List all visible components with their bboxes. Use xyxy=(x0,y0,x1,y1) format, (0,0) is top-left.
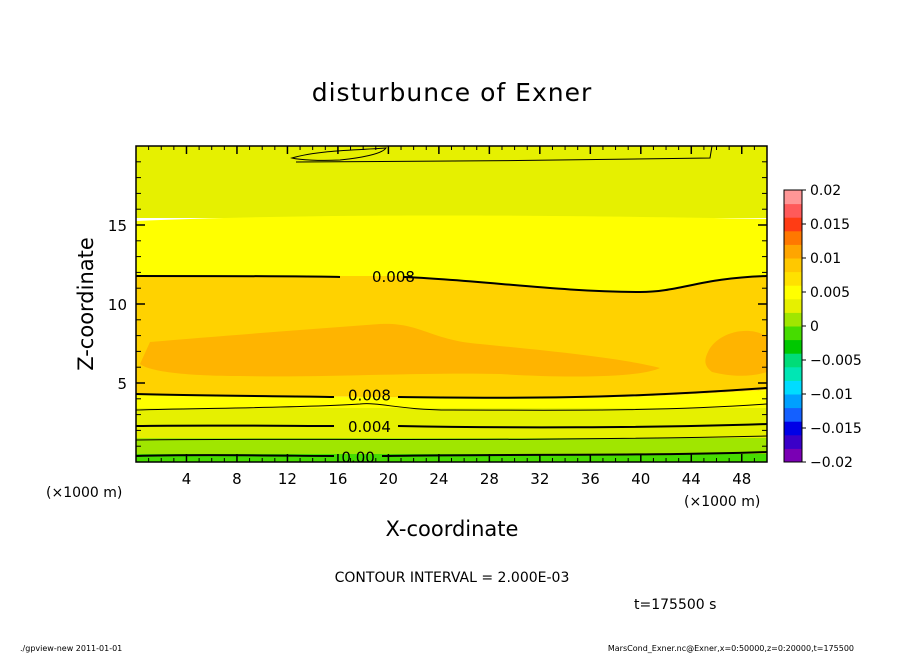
contour-line-0.002 xyxy=(135,435,768,441)
colorbar-swatch xyxy=(784,298,802,313)
top-feature xyxy=(290,147,387,161)
contour-labels: 0.008 0.008 0.004 0.00 xyxy=(341,268,415,466)
colorbar-tick-label: −0.005 xyxy=(810,353,862,369)
band-lower-lightgreen xyxy=(136,408,767,438)
colorbar-swatch xyxy=(784,258,802,273)
colorbar-swatch xyxy=(784,434,802,449)
colorbar-tick-label: 0.015 xyxy=(810,217,850,233)
x-tick-label: 12 xyxy=(278,470,297,488)
y-tick-label: 5 xyxy=(117,375,127,393)
contour-line-0.004 xyxy=(135,423,768,429)
colorbar-swatch xyxy=(784,203,802,218)
colorbar-tick-label: −0.01 xyxy=(810,387,853,403)
band-orange-core xyxy=(140,323,660,377)
colorbar-swatch xyxy=(784,271,802,286)
contour-label: 0.004 xyxy=(348,418,391,436)
y-tick-label: 10 xyxy=(108,296,127,314)
colorbar-swatch xyxy=(784,448,802,463)
colorbar-swatch xyxy=(784,285,802,300)
colorbar-swatch xyxy=(784,244,802,259)
x-axis-title: X-coordinate xyxy=(386,517,519,541)
x-unit-left: (×1000 m) xyxy=(46,485,122,501)
colorbar-tick-label: −0.015 xyxy=(810,421,862,437)
contour-line-0.006 xyxy=(135,403,768,411)
colorbar-swatch xyxy=(784,312,802,327)
band-lower-yellow xyxy=(136,390,767,410)
colorbar-swatch xyxy=(784,353,802,368)
top-band-edge xyxy=(295,145,713,163)
colorbar: 0.02 0.015 0.01 0.005 0 −0.005 −0.01 −0.015 −0.0… xyxy=(783,183,862,471)
colorbar-tick-label: 0.02 xyxy=(810,183,841,199)
colorbar-swatch xyxy=(784,339,802,354)
plot-area xyxy=(135,145,768,463)
colorbar-swatch xyxy=(784,190,802,205)
contour-label: 0.00 xyxy=(341,448,374,466)
contour-label: 0.008 xyxy=(372,268,415,286)
x-tick-label: 28 xyxy=(480,470,499,488)
x-tick-label: 40 xyxy=(631,470,650,488)
footer-left: ./gpview-new 2011-01-01 xyxy=(20,644,122,653)
contour-label: 0.008 xyxy=(348,387,391,405)
x-axis: 4 8 12 16 20 24 28 32 36 40 44 48 xyxy=(148,146,755,488)
y-axis-title: Z-coordinate xyxy=(74,237,98,371)
colorbar-swatch xyxy=(784,380,802,395)
colorbar-swatch xyxy=(784,394,802,409)
colorbar-tick-label: 0.005 xyxy=(810,285,850,301)
colorbar-swatch xyxy=(784,366,802,381)
colorbar-tick-label: −0.02 xyxy=(810,455,853,471)
colorbar-swatch xyxy=(784,421,802,436)
y-tick-label: 15 xyxy=(108,217,127,235)
x-tick-label: 20 xyxy=(379,470,398,488)
x-tick-label: 36 xyxy=(581,470,600,488)
x-tick-label: 32 xyxy=(530,470,549,488)
x-tick-label: 4 xyxy=(182,470,192,488)
chart-title: disturbunce of Exner xyxy=(312,78,593,107)
contour-line-0.008-lower xyxy=(135,387,768,399)
colorbar-tick-label: 0 xyxy=(810,319,819,335)
band-lower-green xyxy=(136,438,767,454)
contour-line-0.000 xyxy=(135,451,768,457)
x-tick-label: 44 xyxy=(682,470,701,488)
x-tick-label: 48 xyxy=(732,470,751,488)
footer-right: MarsCond_Exner.nc@Exner,x=0:50000,z=0:20… xyxy=(608,644,854,653)
x-tick-label: 16 xyxy=(328,470,347,488)
band-upper-yellow xyxy=(136,215,767,292)
y-axis: 5 10 15 xyxy=(108,161,767,447)
contour-line-0.008-upper xyxy=(135,275,768,294)
x-unit-right: (×1000 m) xyxy=(684,494,760,510)
band-top xyxy=(136,146,767,218)
band-orange-right xyxy=(705,330,767,376)
colorbar-swatch xyxy=(784,326,802,341)
time-text: t=175500 s xyxy=(634,597,716,613)
x-tick-label: 24 xyxy=(429,470,448,488)
x-tick-label: 8 xyxy=(232,470,242,488)
colorbar-swatch xyxy=(784,230,802,245)
colorbar-tick-label: 0.01 xyxy=(810,251,841,267)
colorbar-swatch xyxy=(784,407,802,422)
contour-interval-text: CONTOUR INTERVAL = 2.000E-03 xyxy=(335,570,570,586)
colorbar-swatch xyxy=(784,217,802,232)
